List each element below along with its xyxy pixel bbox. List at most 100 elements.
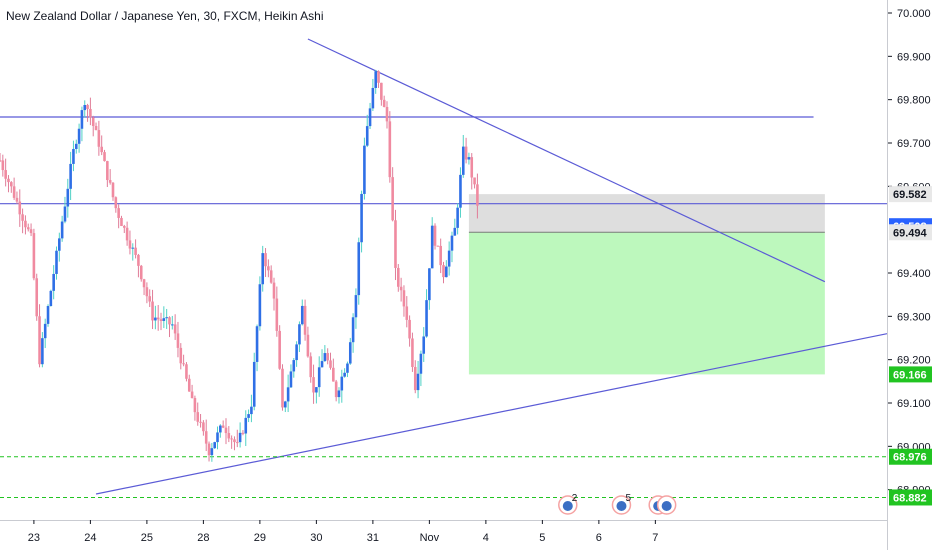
candle-body: [145, 287, 149, 297]
candle-body: [382, 99, 386, 107]
candle-body: [182, 363, 185, 365]
candle-body: [125, 227, 129, 241]
candle-body: [298, 324, 301, 345]
candle-body: [354, 295, 358, 318]
candle-body: [244, 417, 248, 434]
candle-body: [453, 227, 457, 236]
time-tick-label: 4: [483, 532, 489, 544]
event-marker[interactable]: [656, 495, 677, 515]
candle-body: [159, 319, 163, 321]
candle-body: [35, 278, 39, 317]
time-axis[interactable]: 23 24 25 28 29 30 31 Nov 4 5 6 7: [28, 520, 659, 544]
candle-body: [173, 324, 177, 334]
candle-body: [374, 71, 378, 88]
candle-body: [128, 240, 132, 249]
time-tick-label: 25: [141, 532, 153, 544]
candle-body: [357, 242, 361, 296]
event-marker-count: 5: [625, 493, 631, 504]
candle-body: [213, 442, 216, 449]
candle-body: [185, 364, 188, 379]
candle-body: [351, 317, 355, 343]
time-tick-label: Nov: [420, 532, 440, 544]
price-tag[interactable]: 68.882: [889, 489, 932, 506]
candle-body: [29, 229, 33, 234]
candle-body: [100, 146, 103, 153]
price-tick-label: 69.700: [897, 138, 931, 150]
candle-body: [267, 266, 270, 271]
time-tick-label: 30: [310, 532, 322, 544]
candle-body: [58, 238, 61, 251]
time-tick-label: 5: [539, 532, 545, 544]
take-profit-zone[interactable]: [468, 232, 825, 375]
candle-body: [289, 371, 293, 388]
candle-body: [171, 324, 174, 326]
price-tag-bg: [889, 224, 932, 241]
position-tool[interactable]: [468, 194, 825, 375]
candle-body: [139, 265, 143, 280]
candle-body: [43, 323, 47, 339]
candle-body: [193, 398, 197, 413]
candle-body: [114, 197, 118, 209]
candle-body: [52, 273, 55, 291]
price-tick-label: 69.200: [897, 355, 931, 367]
candle-body: [202, 422, 205, 432]
candle-body: [162, 318, 166, 321]
candle-body: [91, 117, 95, 127]
candle-body: [151, 301, 154, 321]
candle-body: [230, 438, 233, 440]
candle-body: [154, 317, 157, 321]
candle-body: [38, 316, 41, 365]
ascending-trendline[interactable]: [95, 333, 888, 495]
candle-body: [459, 174, 462, 208]
candle-body: [348, 342, 352, 364]
event-marker[interactable]: 2: [558, 493, 578, 515]
price-tag-label: 69.494: [893, 227, 928, 239]
candle-body: [86, 105, 89, 109]
candle-body: [18, 201, 22, 215]
candle-body: [275, 298, 279, 331]
candle-body: [397, 267, 400, 287]
candle-body: [137, 254, 140, 266]
price-tag[interactable]: 69.494: [889, 224, 932, 241]
candle-body: [196, 412, 200, 422]
candle-body: [430, 225, 434, 269]
candle-body: [187, 378, 191, 392]
candle-body: [428, 268, 431, 301]
price-axis[interactable]: 70.00069.90069.80069.70069.60069.40069.3…: [888, 8, 932, 506]
candle-body: [1, 160, 5, 171]
price-tag[interactable]: 68.976: [889, 448, 932, 465]
price-tag-bg: [889, 448, 932, 465]
candle-body: [252, 361, 256, 407]
price-tag-label: 69.582: [893, 189, 927, 201]
drawing-lines[interactable]: [0, 38, 888, 498]
candle-body: [309, 356, 313, 378]
candle-body: [360, 193, 363, 243]
candle-body: [269, 270, 273, 283]
candle-body: [24, 220, 27, 228]
price-tag[interactable]: 69.582: [889, 186, 932, 203]
candle-body: [219, 425, 222, 433]
event-marker-dot: [562, 501, 573, 511]
descending-trendline[interactable]: [307, 38, 826, 283]
candle-body: [399, 286, 403, 291]
candle-body: [442, 265, 445, 278]
price-tag[interactable]: 69.166: [889, 366, 932, 383]
candle-body: [380, 82, 383, 100]
candle-body: [433, 225, 437, 246]
candle-body: [467, 157, 471, 160]
candle-body: [21, 214, 24, 221]
candle-body: [179, 347, 183, 364]
candle-body: [315, 387, 318, 393]
event-marker[interactable]: 5: [611, 493, 631, 515]
candle-body: [60, 221, 64, 239]
price-tick-label: 69.800: [897, 95, 931, 107]
candle-body: [416, 373, 420, 391]
stop-loss-zone[interactable]: [468, 194, 825, 233]
candle-body: [7, 178, 10, 183]
candle-body: [207, 443, 211, 456]
candle-body: [148, 296, 152, 302]
candle-body: [286, 387, 290, 402]
candle-body: [436, 245, 440, 247]
